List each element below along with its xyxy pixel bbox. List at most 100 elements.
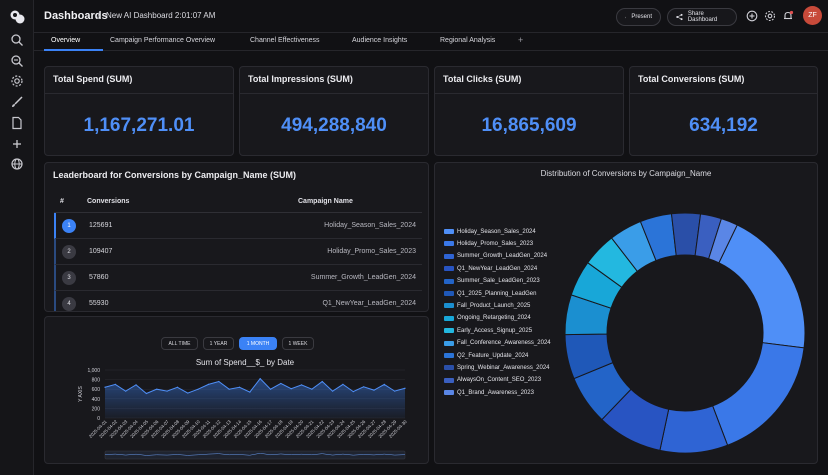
legend-item[interactable]: Q2_Feature_Update_2024 [444, 351, 528, 360]
legend-swatch [444, 303, 454, 309]
left-nav-rail [0, 0, 34, 475]
add-tab-button[interactable]: + [518, 35, 524, 45]
globe-icon[interactable] [10, 157, 24, 171]
legend-label: Q2_Feature_Update_2024 [457, 352, 529, 359]
legend-item[interactable]: Spring_Webinar_Awareness_2024 [444, 363, 550, 372]
gear-icon[interactable] [10, 74, 24, 88]
legend-item[interactable]: AlwaysOn_Content_SEO_2023 [444, 376, 541, 385]
y-tick-label: 400 [92, 397, 101, 403]
spend-area-chart[interactable]: Sum of Spend__$_ by Date Y AXIS 1,000 800 60… [45, 355, 430, 463]
y-tick-label: 600 [92, 387, 101, 393]
data-point [145, 392, 147, 395]
data-point [207, 383, 210, 385]
range-1-month-button[interactable]: 1 MONTH [239, 337, 277, 350]
legend-item[interactable]: Q1_NewYear_LeadGen_2024 [444, 264, 537, 273]
kpi-title: Total Spend (SUM) [53, 74, 133, 84]
tab-overview[interactable]: Overview [51, 37, 81, 44]
rank-badge: 1 [62, 219, 76, 233]
legend-swatch [444, 377, 454, 383]
table-row[interactable]: 1 125691 Holiday_Season_Sales_2024 [54, 213, 422, 239]
kpi-value: 494,288,840 [281, 115, 387, 136]
data-point [166, 390, 168, 392]
plus-icon[interactable] [10, 137, 24, 151]
legend-swatch [444, 278, 454, 284]
range-all-time-button[interactable]: ALL TIME [161, 337, 198, 350]
legend-item[interactable]: Q1_2025_Planning_LeadGen [444, 289, 536, 298]
active-tab-indicator [44, 49, 103, 51]
brush-icon[interactable] [10, 95, 24, 109]
legend-label: Spring_Webinar_Awareness_2024 [457, 364, 550, 371]
legend-swatch [444, 390, 454, 396]
legend-item[interactable]: Fall_Conference_Awareness_2024 [444, 339, 551, 348]
range-1-week-button[interactable]: 1 WEEK [282, 337, 314, 350]
document-icon[interactable] [10, 116, 24, 130]
search-icon[interactable] [10, 33, 24, 47]
column-header-campaign-name[interactable]: Campaign Name [298, 198, 353, 205]
kpi-title: Total Conversions (SUM) [638, 74, 745, 84]
share-icon [676, 13, 683, 21]
data-point [249, 391, 251, 393]
dashboard-title[interactable]: New AI Dashboard 2:01:07 AM [106, 11, 216, 20]
legend-label: Q1_2025_Planning_LeadGen [457, 290, 537, 297]
data-point [300, 384, 303, 386]
legend-swatch [444, 315, 454, 321]
legend-item[interactable]: Early_Access_Signup_2025 [444, 326, 532, 335]
tab-audience-insights[interactable]: Audience Insights [352, 37, 408, 44]
data-point [352, 391, 354, 393]
legend-item[interactable]: Holiday_Season_Sales_2024 [444, 227, 536, 236]
notification-bell-icon[interactable] [782, 10, 794, 22]
legend-label: Fall_Product_Launch_2025 [457, 302, 531, 309]
present-button[interactable]: Present [616, 8, 661, 26]
tab-regional-analysis[interactable]: Regional Analysis [440, 37, 496, 44]
data-point [331, 390, 334, 392]
legend-swatch [444, 365, 454, 371]
data-point [228, 388, 230, 390]
divider [435, 93, 623, 94]
data-point [394, 390, 396, 392]
logo-icon[interactable] [8, 8, 26, 26]
legend-label: Q1_NewYear_LeadGen_2024 [457, 265, 538, 272]
column-header-conversions[interactable]: Conversions [87, 198, 130, 205]
legend-swatch [444, 266, 454, 272]
divider [45, 93, 233, 94]
zoom-icon[interactable] [10, 54, 24, 68]
legend-item[interactable]: Summer_Growth_LeadGen_2024 [444, 252, 547, 261]
kpi-card-total-impressions: Total Impressions (SUM) 494,288,840 [239, 66, 429, 156]
add-circle-icon[interactable] [746, 10, 758, 22]
table-row[interactable]: 3 57860 Summer_Growth_LeadGen_2024 [54, 265, 422, 291]
legend-item[interactable]: Holiday_Promo_Sales_2023 [444, 239, 533, 248]
share-dashboard-button[interactable]: Share Dashboard [667, 8, 737, 26]
legend-label: Early_Access_Signup_2025 [457, 327, 533, 334]
legend-item[interactable]: Ongoing_Retargeting_2024 [444, 314, 531, 323]
legend-item[interactable]: Fall_Product_Launch_2025 [444, 301, 530, 310]
conversions-cell: 125691 [89, 222, 113, 229]
data-point [187, 392, 189, 394]
legend-swatch [444, 229, 454, 234]
range-1-year-button[interactable]: 1 YEAR [203, 337, 234, 350]
legend-item[interactable]: Summer_Sale_LeadGen_2023 [444, 277, 540, 286]
kpi-value: 16,865,609 [481, 115, 577, 136]
legend-label: Q1_Brand_Awareness_2023 [457, 389, 534, 396]
tab-campaign-performance-overview[interactable]: Campaign Performance Overview [110, 37, 216, 44]
table-row[interactable]: 4 55930 Q1_NewYear_LeadGen_2024 [54, 291, 422, 311]
breadcrumb-dashboards[interactable]: Dashboards [44, 10, 108, 22]
settings-icon[interactable] [764, 10, 776, 22]
column-header-rank[interactable]: # [60, 198, 64, 205]
conversions-donut-chart[interactable] [555, 203, 815, 463]
legend-swatch [444, 340, 454, 346]
breadcrumb-separator: / [97, 10, 101, 22]
data-point [104, 386, 106, 388]
scrubber-preview-line [104, 453, 406, 456]
legend-label: AlwaysOn_Content_SEO_2023 [457, 377, 542, 384]
spend-by-date-card: ALL TIME 1 YEAR 1 MONTH 1 WEEK Sum of Sp… [44, 316, 429, 464]
kpi-value: 634,192 [689, 115, 758, 136]
tab-channel-effectiveness[interactable]: Channel Effectiveness [250, 37, 320, 44]
legend-item[interactable]: Q1_Brand_Awareness_2023 [444, 388, 534, 397]
data-point [125, 390, 127, 392]
leaderboard-title: Leaderboard for Conversions by Campaign_… [53, 170, 297, 180]
leaderboard-table: # Conversions Campaign Name 1 125691 Hol… [54, 191, 422, 311]
user-avatar[interactable]: ZF [803, 6, 822, 25]
data-point [404, 387, 406, 389]
table-row[interactable]: 2 109407 Holiday_Promo_Sales_2023 [54, 239, 422, 265]
